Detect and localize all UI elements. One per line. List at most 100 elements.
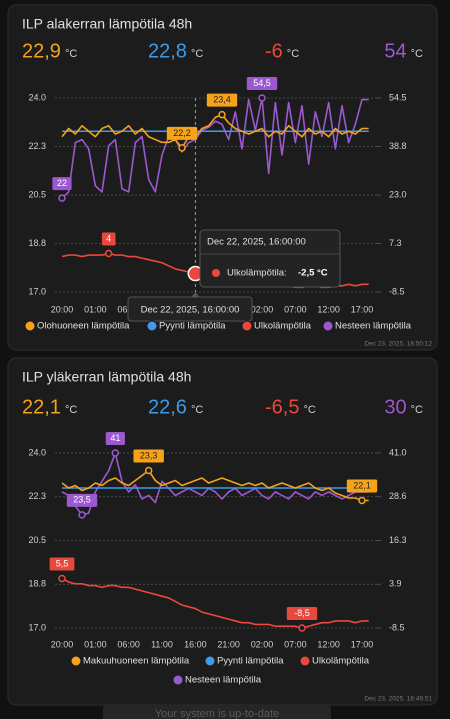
y-tick-label: 24.0 (28, 447, 46, 457)
point-marker (178, 144, 186, 152)
legend-label[interactable]: Pyynti lämpötila (159, 321, 226, 332)
data-label: 41 (110, 433, 120, 443)
tooltip-box (199, 229, 341, 288)
point-marker (104, 249, 113, 258)
legend-swatch[interactable] (241, 320, 253, 332)
legend-label[interactable]: Makuuhuoneen lämpötila (83, 656, 190, 667)
data-label: -8,5 (294, 608, 310, 618)
y2-tick-label: 28.6 (389, 491, 407, 501)
reading-unit: °C (191, 48, 203, 60)
data-label: 23,3 (140, 450, 158, 460)
y-tick-label: 22.3 (28, 491, 46, 501)
data-label: 23,4 (213, 95, 231, 105)
reading-value: 22,6 (148, 396, 187, 418)
legend-swatch[interactable] (204, 655, 216, 667)
legend-label[interactable]: Ulkolämpötila (254, 321, 312, 332)
reading-unit: °C (65, 404, 77, 416)
data-label: 54,5 (253, 78, 271, 88)
x-tick-label: 17:00 (351, 639, 374, 649)
data-label-box (49, 557, 75, 571)
reading-unit: °C (65, 48, 77, 60)
legend-swatch[interactable] (299, 655, 311, 667)
data-label-box (133, 449, 164, 463)
y-tick-label: 18.8 (28, 579, 46, 589)
reading-value: -6,5 (265, 396, 299, 418)
data-label: 22 (57, 178, 67, 188)
card-title: ILP alakerran lämpötila 48h (22, 16, 192, 32)
x-tick-label: 11:00 (151, 639, 173, 649)
x-tick-label: 07:00 (284, 639, 307, 649)
y2-tick-label: 3.9 (389, 579, 402, 589)
series-line (61, 469, 369, 502)
data-label-box (346, 479, 378, 493)
y2-tick-label: 41.0 (389, 447, 407, 457)
y-tick-label: 22.3 (28, 141, 46, 151)
point-marker (144, 466, 153, 475)
crosshair-label-box (127, 296, 253, 322)
reading-unit: °C (287, 48, 299, 60)
point-marker (78, 511, 86, 519)
y2-tick-label: 7.3 (389, 238, 402, 248)
updated-timestamp: Dec 23, 2025, 18:49:51 (364, 696, 432, 703)
crosshair-label: Dec 22, 2025, 16:00:00 (141, 305, 240, 316)
y-tick-label: 24.0 (28, 92, 46, 102)
y-tick-label: 18.8 (28, 238, 46, 248)
legend-swatch[interactable] (70, 655, 82, 667)
reading-value: 54 (384, 40, 406, 62)
x-tick-label: 02:00 (251, 639, 274, 649)
x-tick-label: 01:00 (84, 639, 107, 649)
legend-swatch[interactable] (146, 320, 158, 332)
data-label-box (286, 607, 318, 620)
reading-value: 30 (384, 396, 406, 418)
x-tick-label: 20:00 (51, 639, 74, 649)
reading-unit: °C (411, 404, 423, 416)
data-label: 22,2 (173, 128, 191, 138)
updated-timestamp: Dec 23, 2025, 18:50:12 (364, 341, 432, 348)
point-marker (218, 110, 226, 119)
x-tick-label: 02:00 (251, 304, 274, 314)
tooltip-title: Dec 22, 2025, 16:00:00 (207, 237, 306, 248)
data-label: 22,1 (353, 480, 371, 490)
y2-tick-label: 54.5 (389, 92, 407, 102)
series-line (61, 577, 369, 629)
series-line (61, 452, 369, 516)
data-label-box (66, 493, 98, 507)
y2-tick-label: -8.5 (389, 622, 405, 632)
legend-swatch[interactable] (322, 320, 334, 332)
reading-unit: °C (191, 404, 203, 416)
y-tick-label: 17.0 (28, 622, 46, 632)
y2-tick-label: 23.0 (389, 189, 407, 199)
point-marker (258, 94, 266, 102)
toast (103, 705, 331, 719)
legend-label[interactable]: Olohuoneen lämpötila (37, 321, 130, 332)
reading-unit: °C (411, 48, 423, 60)
legend-label[interactable]: Pyynti lämpötila (217, 656, 284, 667)
reading-value: -6 (265, 40, 283, 62)
data-label-box (206, 93, 238, 107)
tooltip-value: -2,5 °C (298, 268, 328, 279)
legend-swatch[interactable] (24, 320, 36, 332)
data-label: 5,5 (56, 558, 69, 568)
x-tick-label: 20:00 (51, 304, 74, 314)
x-tick-label: 01:00 (84, 304, 107, 314)
data-label: 23,5 (73, 495, 91, 505)
x-tick-label: 12:00 (317, 304, 340, 314)
reading-value: 22,1 (22, 396, 61, 418)
x-tick-label: 06:00 (117, 639, 140, 649)
legend-swatch[interactable] (172, 674, 184, 686)
legend-label[interactable]: Nesteen lämpötila (185, 675, 262, 686)
series-line (61, 113, 369, 149)
tooltip-series: Ulkolämpötila: (227, 268, 287, 279)
data-label-box (105, 432, 125, 445)
legend-label[interactable]: Nesteen lämpötila (335, 321, 412, 332)
data-label-box (246, 77, 278, 90)
y2-tick-label: -8.5 (389, 286, 405, 296)
y2-tick-label: 38.8 (389, 141, 407, 151)
card-title: ILP yläkerran lämpötila 48h (22, 369, 191, 385)
point-marker (58, 574, 66, 583)
tooltip-dot (212, 269, 220, 277)
legend-label[interactable]: Ulkolämpötila (312, 656, 370, 667)
point-marker (58, 194, 66, 202)
